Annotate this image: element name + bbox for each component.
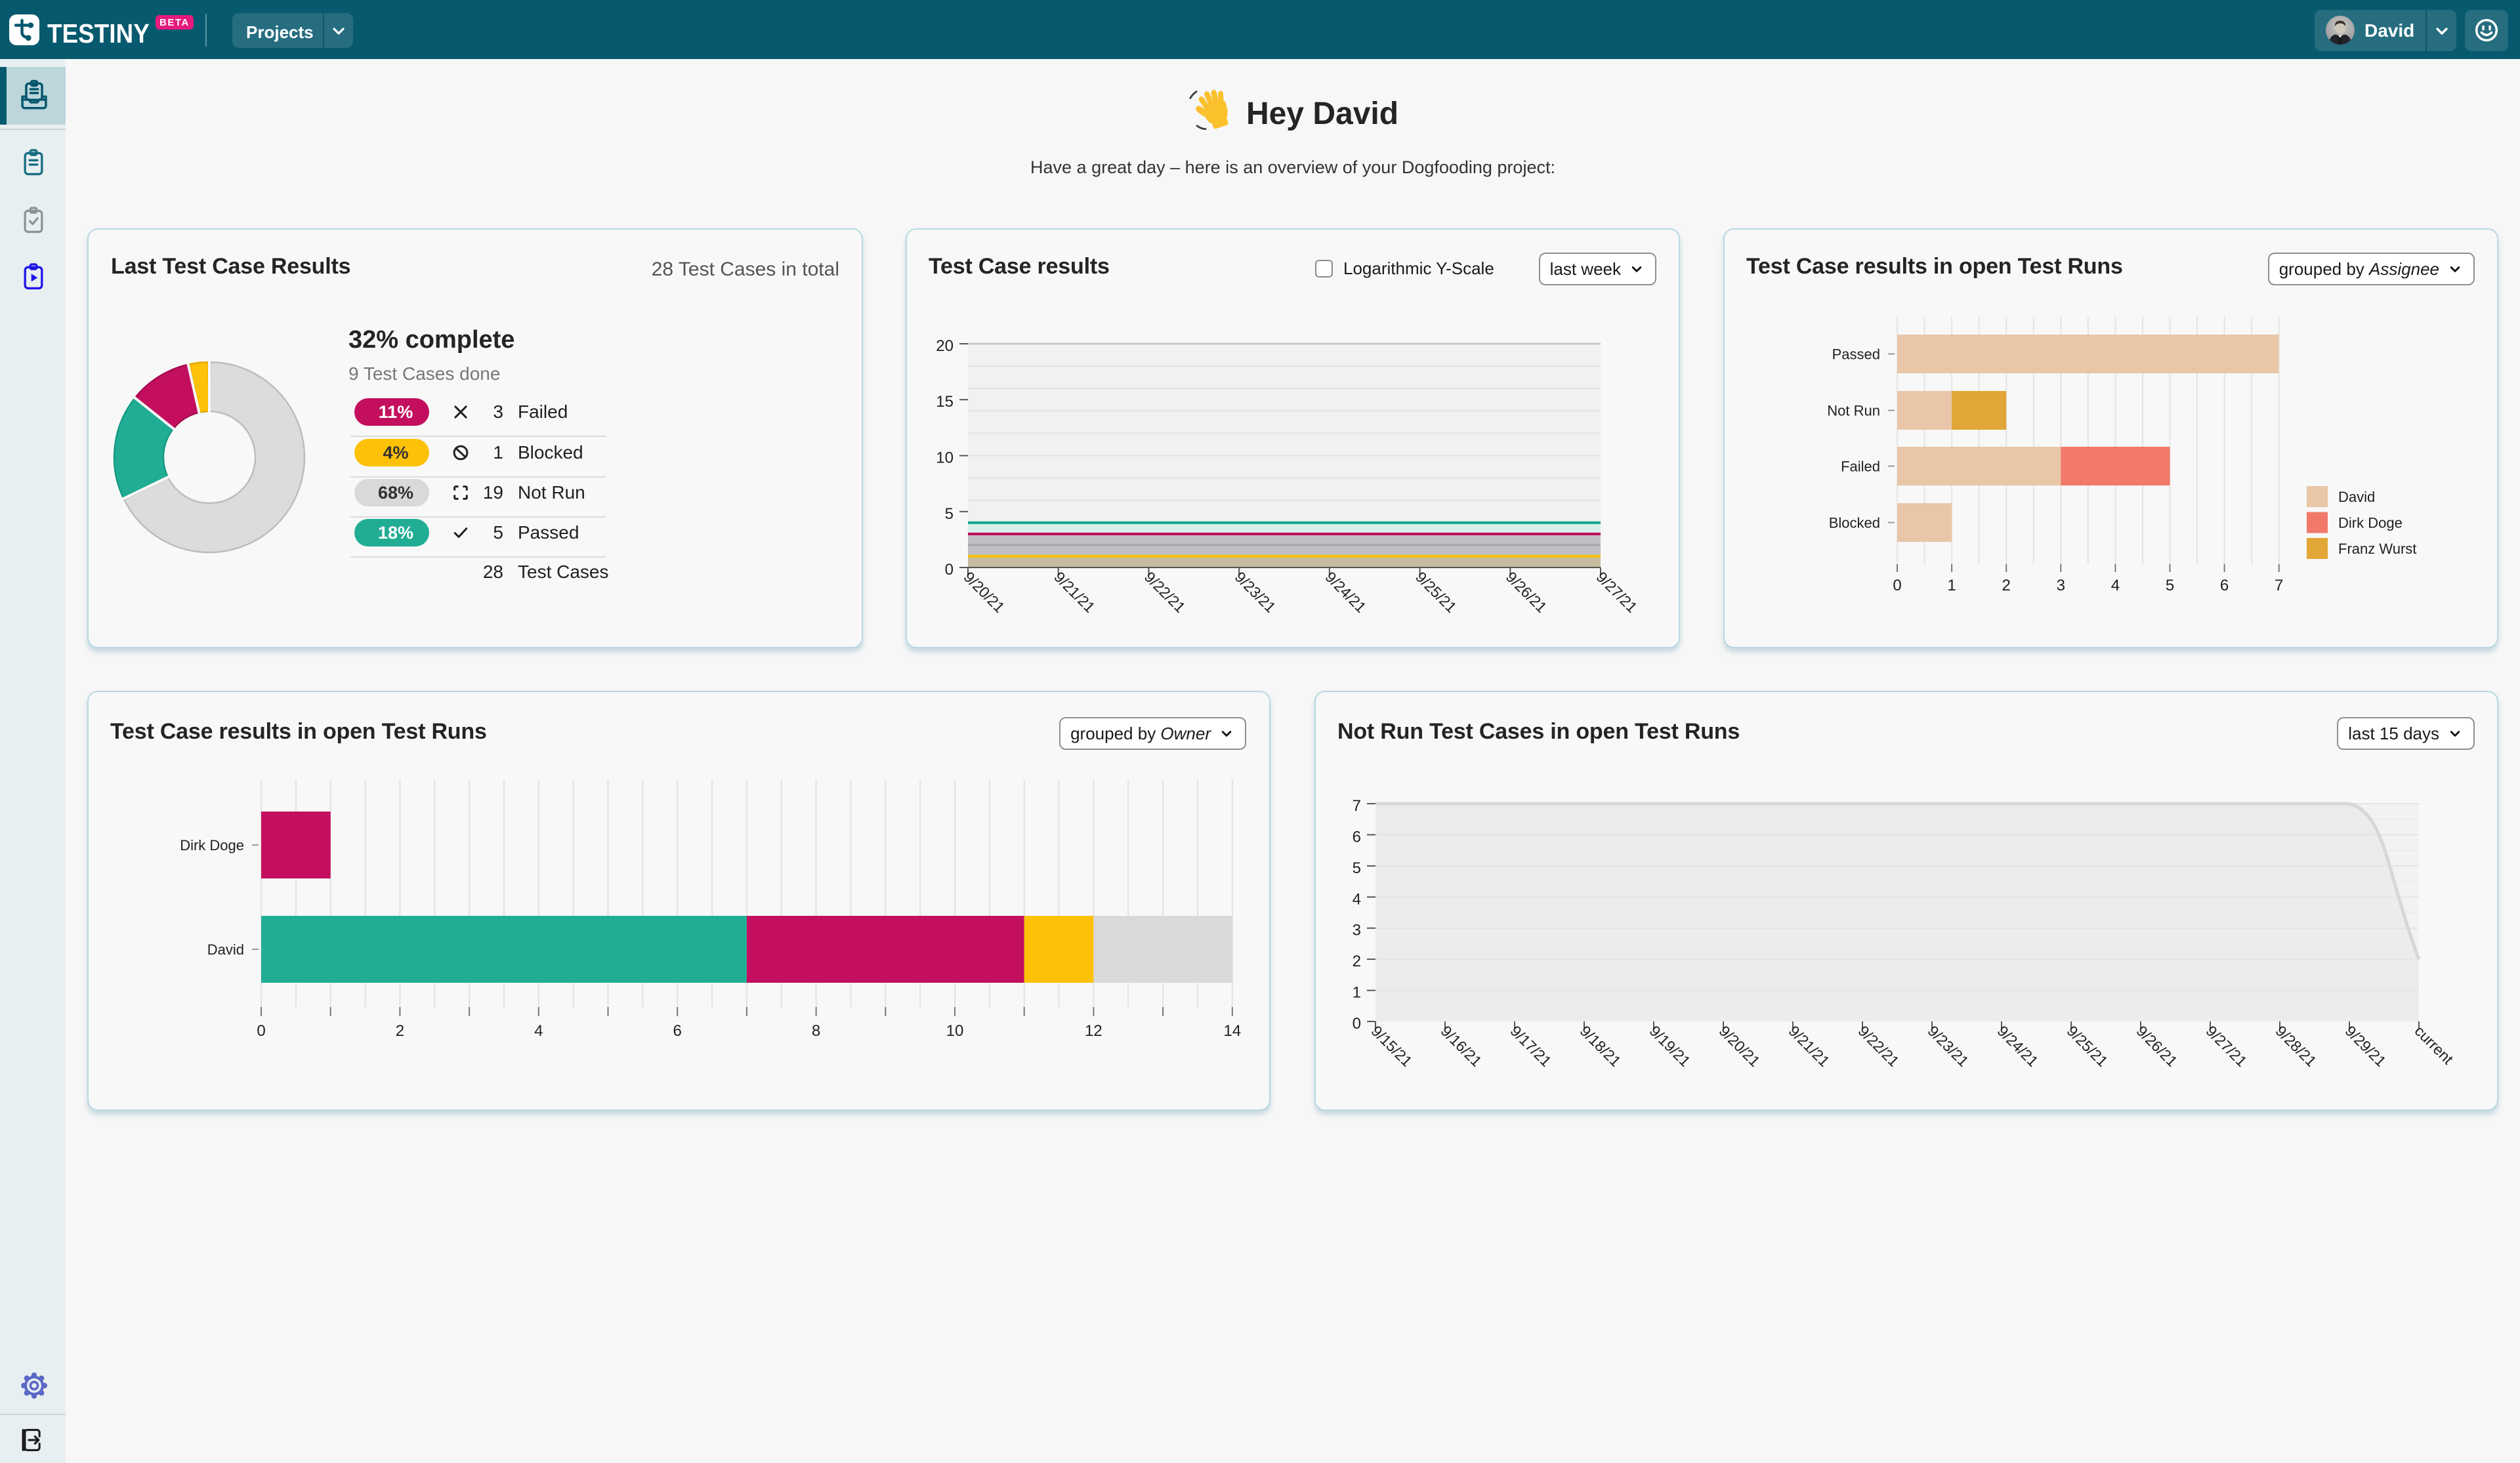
svg-text:5: 5 <box>2166 577 2174 594</box>
svg-text:9/27/21: 9/27/21 <box>1593 568 1641 616</box>
svg-text:9 Test Cases done: 9 Test Cases done <box>348 363 500 384</box>
svg-text:10: 10 <box>936 449 954 467</box>
svg-text:9/23/21: 9/23/21 <box>1924 1022 1972 1070</box>
svg-text:9/19/21: 9/19/21 <box>1646 1022 1694 1070</box>
svg-text:7: 7 <box>2275 577 2283 594</box>
svg-text:1: 1 <box>1947 577 1956 594</box>
svg-text:2: 2 <box>2002 577 2011 594</box>
svg-text:9/18/21: 9/18/21 <box>1576 1022 1624 1070</box>
svg-text:9/22/21: 9/22/21 <box>1141 568 1189 616</box>
svg-text:Passed: Passed <box>1832 346 1880 363</box>
svg-text:Not Run: Not Run <box>1827 403 1880 419</box>
svg-text:6: 6 <box>673 1022 682 1040</box>
svg-text:9/24/21: 9/24/21 <box>1994 1022 2042 1070</box>
svg-text:9/20/21: 9/20/21 <box>1715 1022 1763 1070</box>
svg-text:Dirk Doge: Dirk Doge <box>180 837 244 854</box>
svg-text:3: 3 <box>2057 577 2065 594</box>
svg-text:0: 0 <box>257 1022 265 1040</box>
svg-text:9/20/21: 9/20/21 <box>960 568 1008 616</box>
svg-text:10: 10 <box>946 1022 964 1040</box>
svg-text:9/26/21: 9/26/21 <box>1503 568 1551 616</box>
svg-text:6: 6 <box>2220 577 2229 594</box>
svg-text:9/21/21: 9/21/21 <box>1785 1022 1833 1070</box>
svg-text:9/28/21: 9/28/21 <box>2272 1022 2320 1070</box>
svg-text:9/17/21: 9/17/21 <box>1507 1022 1555 1070</box>
svg-text:9/24/21: 9/24/21 <box>1322 568 1370 616</box>
svg-text:current: current <box>2411 1022 2456 1067</box>
svg-text:12: 12 <box>1085 1022 1102 1040</box>
svg-text:9/16/21: 9/16/21 <box>1437 1022 1485 1070</box>
svg-text:7: 7 <box>1353 797 1361 815</box>
svg-text:Failed: Failed <box>1841 459 1880 475</box>
svg-text:9/15/21: 9/15/21 <box>1368 1022 1416 1070</box>
svg-text:15: 15 <box>936 393 954 411</box>
svg-text:0: 0 <box>945 561 954 579</box>
svg-text:Dirk Doge: Dirk Doge <box>2338 515 2403 531</box>
svg-text:3: 3 <box>1353 922 1361 939</box>
svg-text:9/26/21: 9/26/21 <box>2133 1022 2181 1070</box>
svg-text:1: 1 <box>1353 984 1361 1002</box>
svg-text:9/21/21: 9/21/21 <box>1051 568 1099 616</box>
svg-text:5: 5 <box>945 505 954 523</box>
svg-text:4: 4 <box>1353 890 1361 908</box>
svg-text:0: 0 <box>1353 1015 1361 1033</box>
svg-text:David: David <box>2338 489 2375 505</box>
svg-text:14: 14 <box>1223 1022 1241 1040</box>
svg-text:5: 5 <box>1353 859 1361 877</box>
svg-text:9/25/21: 9/25/21 <box>1412 568 1460 616</box>
svg-text:9/29/21: 9/29/21 <box>2342 1022 2389 1070</box>
svg-text:2: 2 <box>1353 953 1361 970</box>
svg-text:6: 6 <box>1353 828 1361 846</box>
svg-text:32% complete: 32% complete <box>348 326 514 354</box>
svg-text:9/22/21: 9/22/21 <box>1855 1022 1902 1070</box>
svg-text:9/23/21: 9/23/21 <box>1232 568 1280 616</box>
svg-text:Blocked: Blocked <box>1829 515 1880 531</box>
svg-text:8: 8 <box>812 1022 820 1040</box>
svg-text:2: 2 <box>396 1022 404 1040</box>
svg-text:4: 4 <box>534 1022 543 1040</box>
svg-text:20: 20 <box>936 337 954 355</box>
svg-text:David: David <box>207 941 244 958</box>
svg-text:9/27/21: 9/27/21 <box>2202 1022 2250 1070</box>
svg-text:Franz Wurst: Franz Wurst <box>2338 541 2416 557</box>
svg-text:9/25/21: 9/25/21 <box>2063 1022 2111 1070</box>
svg-text:4: 4 <box>2111 577 2120 594</box>
svg-text:0: 0 <box>1893 577 1901 594</box>
